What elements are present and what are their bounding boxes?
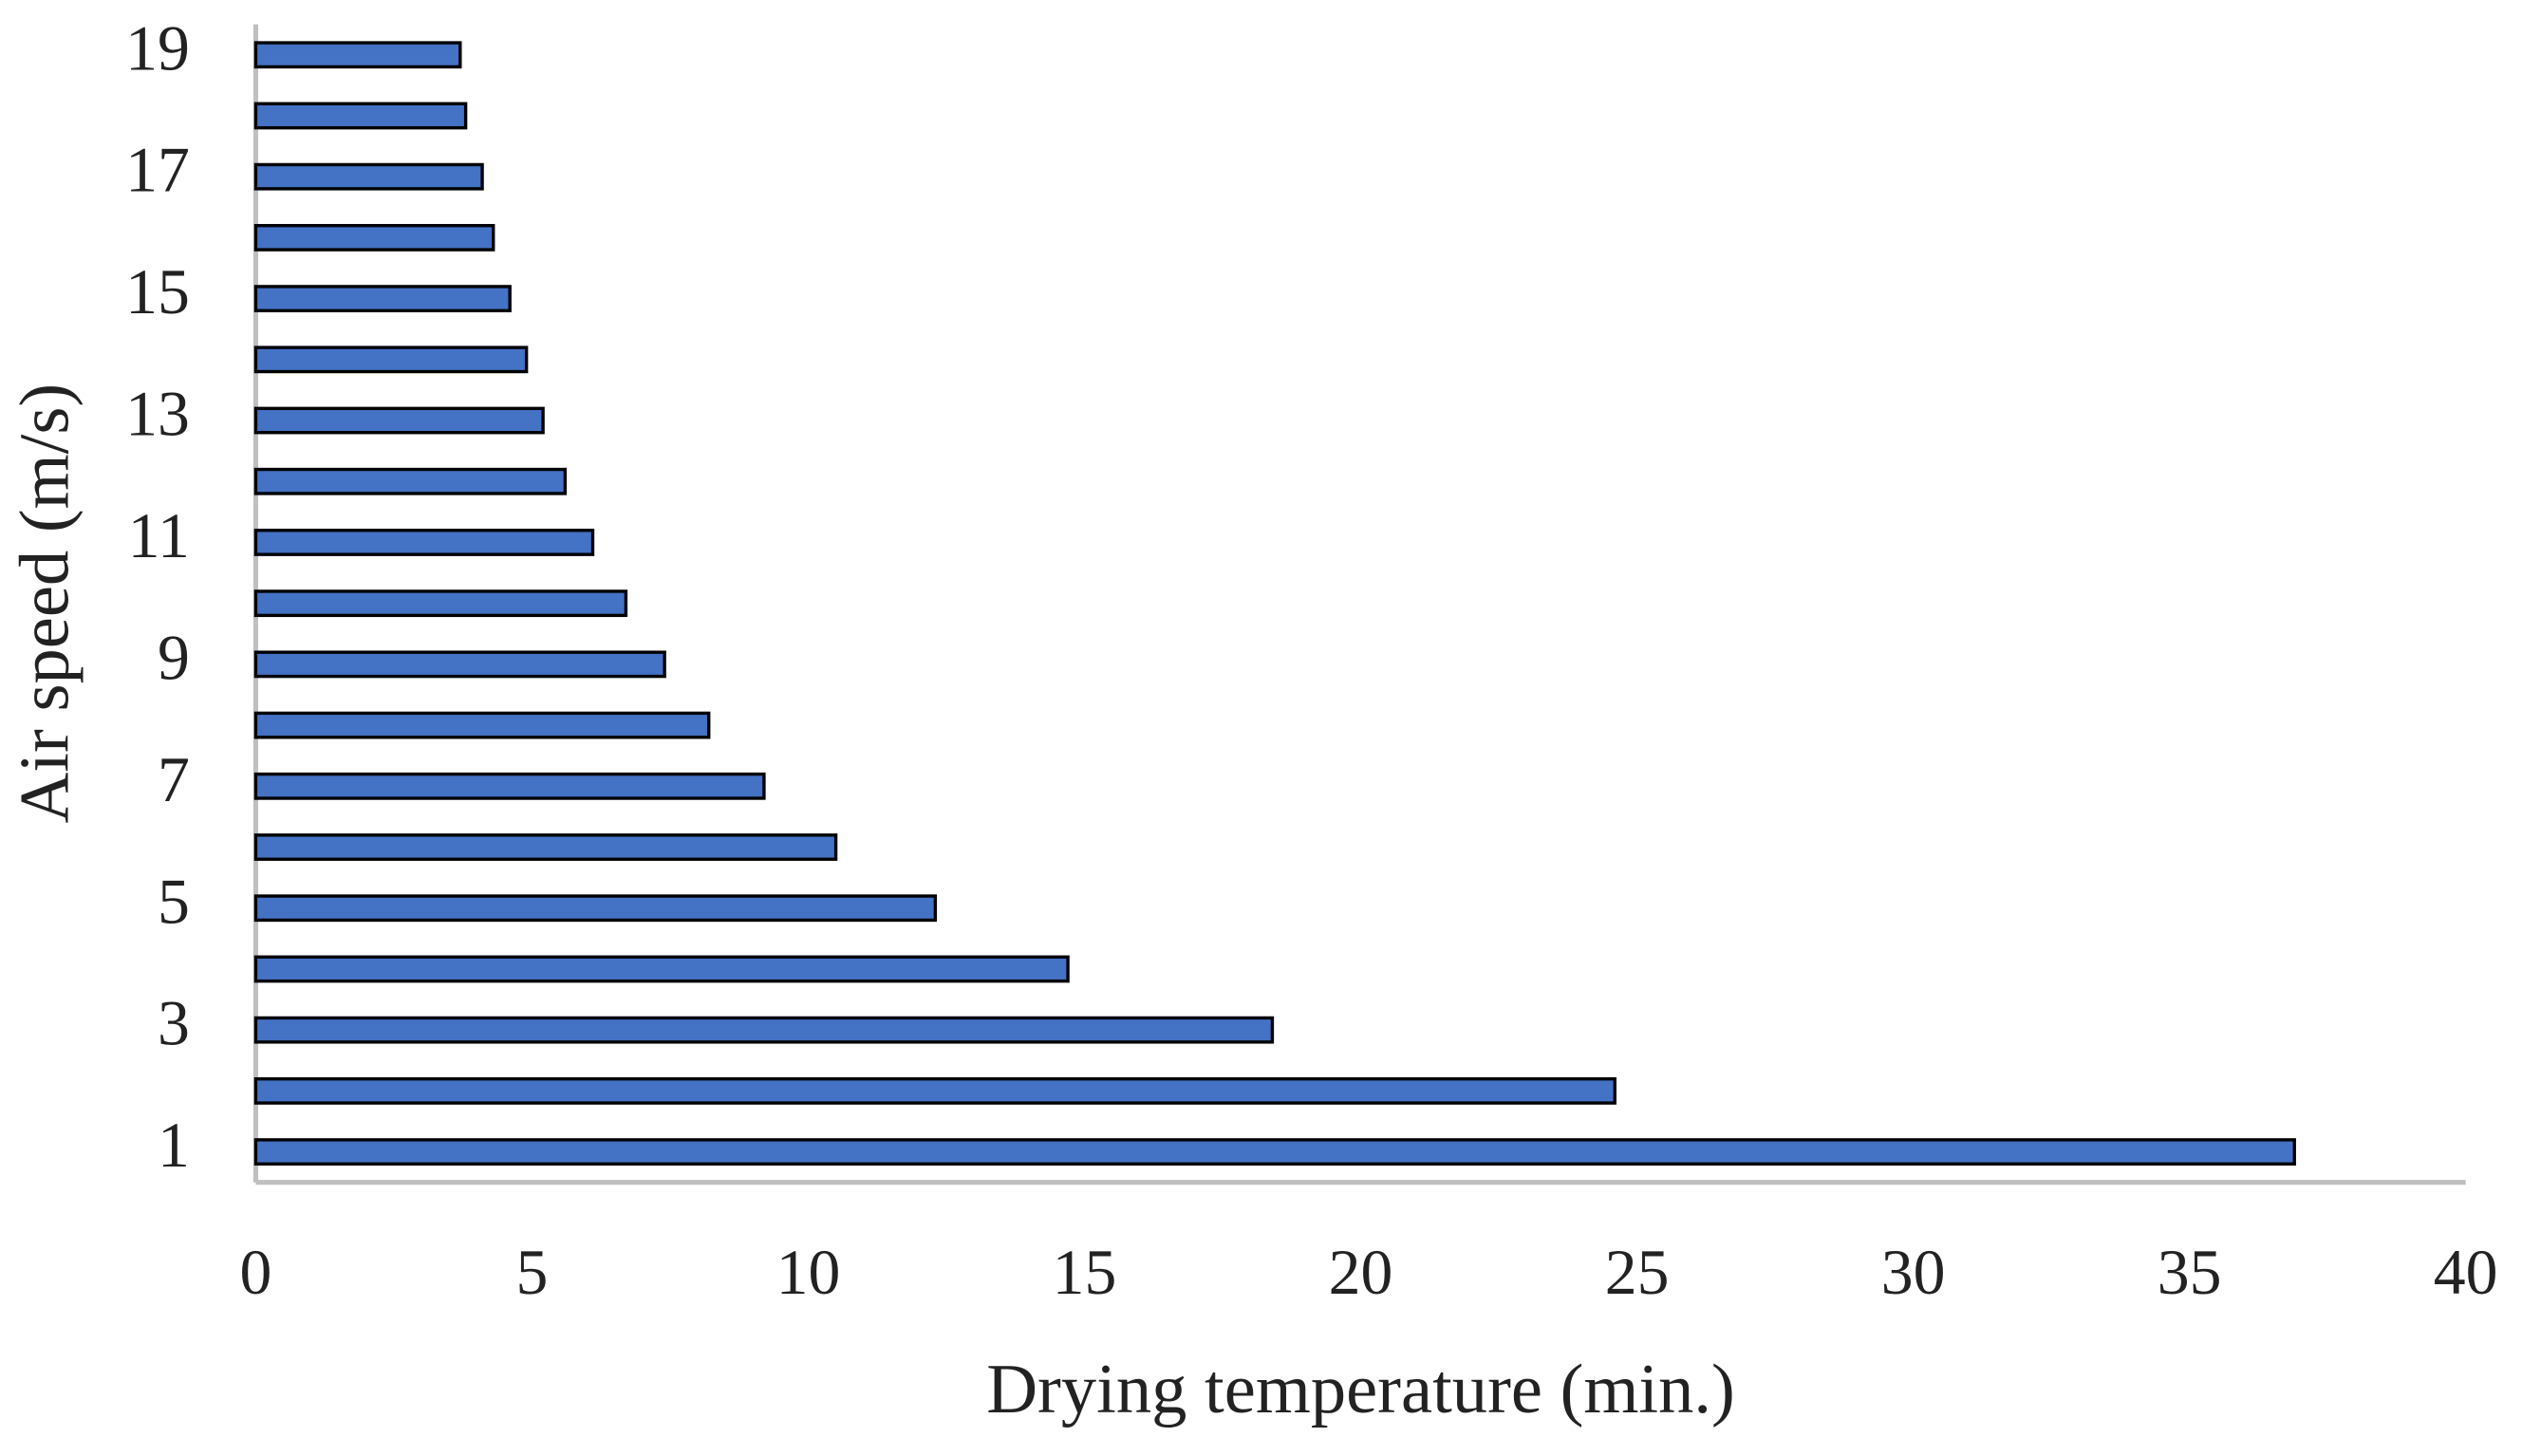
x-tick-label: 40 — [2434, 1237, 2498, 1308]
bar — [253, 529, 595, 556]
bar — [253, 285, 512, 313]
y-tick-label: 3 — [158, 988, 190, 1059]
y-tick-label: 17 — [125, 135, 190, 206]
bar — [253, 711, 711, 739]
y-tick-label: 19 — [125, 12, 190, 84]
x-tick-label: 5 — [516, 1237, 549, 1308]
x-tick-label: 25 — [1605, 1237, 1670, 1308]
bar — [253, 162, 484, 191]
y-tick-label: 13 — [125, 379, 190, 450]
bar — [253, 894, 938, 923]
x-tick-label: 35 — [2158, 1237, 2222, 1308]
bar — [253, 102, 468, 130]
y-tick-label: 7 — [158, 744, 190, 815]
y-tick-label: 15 — [125, 256, 190, 327]
y-tick-label: 5 — [158, 866, 190, 937]
y-tick-label: 11 — [128, 500, 190, 571]
y-tick-label: 9 — [158, 622, 190, 693]
bar — [253, 1016, 1275, 1044]
bar — [253, 345, 529, 374]
bar — [253, 41, 462, 69]
bar — [253, 833, 838, 861]
bar — [253, 772, 766, 800]
x-tick-label: 20 — [1329, 1237, 1393, 1308]
x-axis-label: Drying temperature (min.) — [986, 1351, 1735, 1428]
y-axis-label: Air speed (m/s) — [6, 383, 84, 824]
x-tick-label: 15 — [1053, 1237, 1117, 1308]
bar — [253, 467, 568, 495]
bar — [253, 650, 666, 679]
bar — [253, 1076, 1617, 1105]
y-tick-label: 1 — [158, 1110, 190, 1181]
x-tick-label: 0 — [239, 1237, 271, 1308]
bar — [253, 955, 1070, 983]
x-tick-label: 10 — [776, 1237, 841, 1308]
bar — [253, 589, 628, 618]
x-tick-label: 30 — [1881, 1237, 1946, 1308]
bar — [253, 406, 545, 435]
bar — [253, 223, 495, 252]
bar — [253, 1138, 2296, 1166]
